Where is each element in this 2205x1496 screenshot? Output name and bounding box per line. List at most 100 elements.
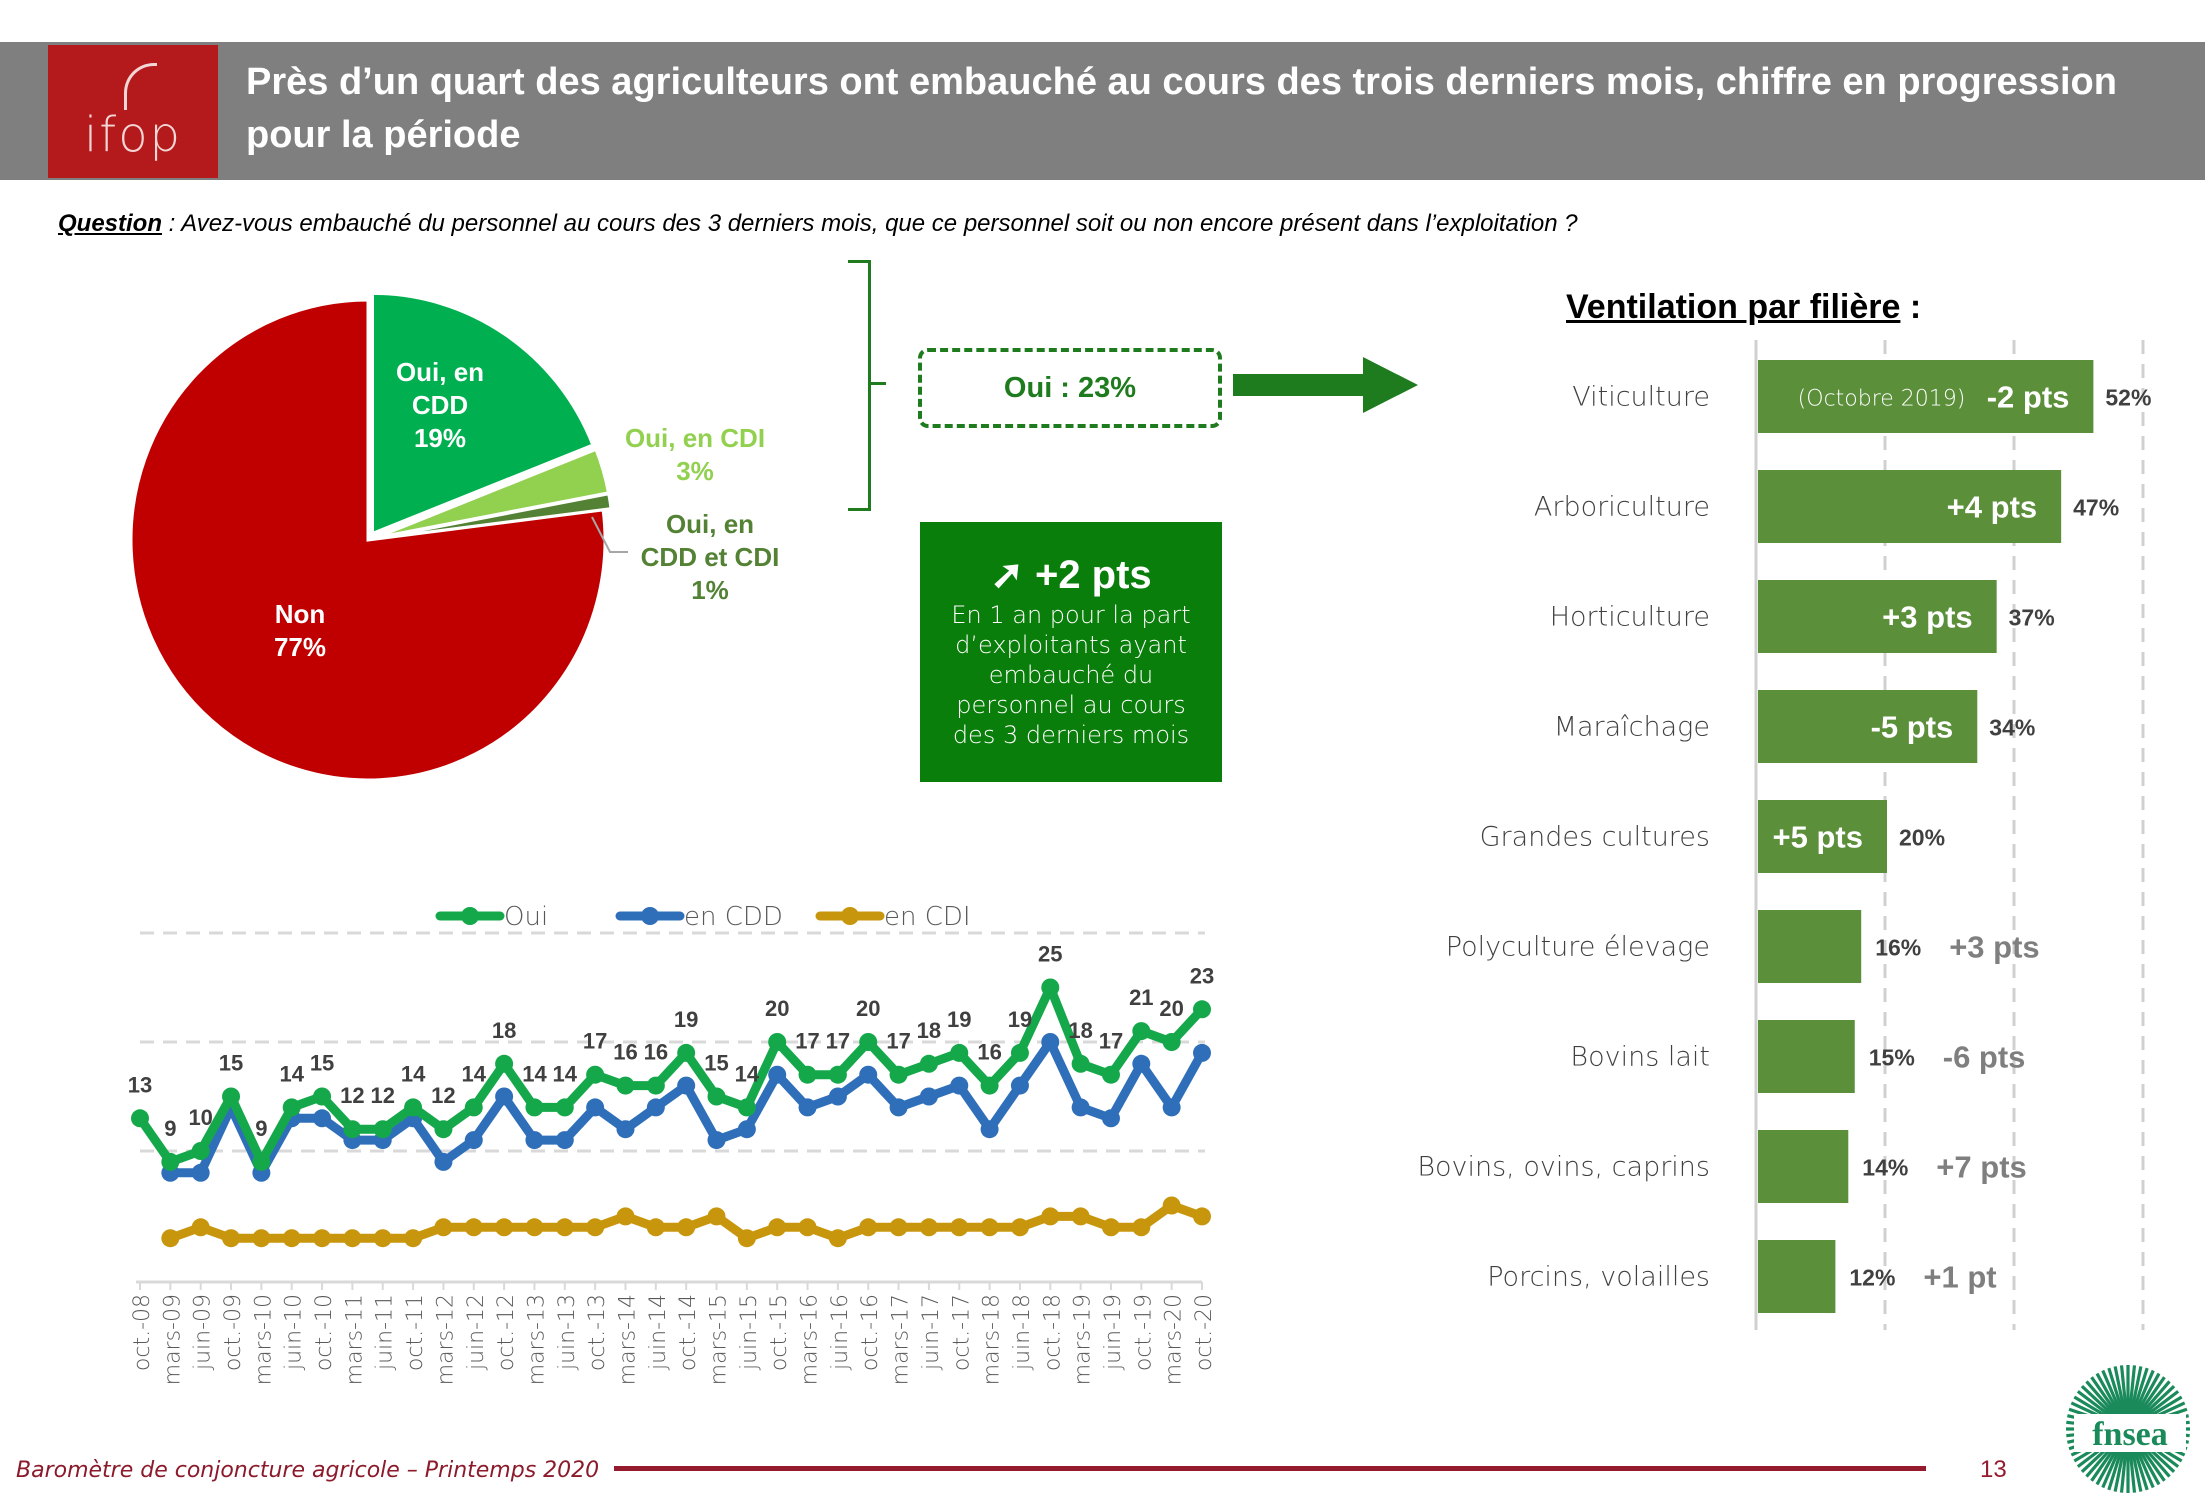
pie-label: Non 77%	[230, 598, 370, 664]
data-label: 15	[704, 1051, 728, 1076]
bar-value-label: 15%	[1869, 1045, 1915, 1071]
data-point	[737, 1229, 756, 1248]
data-point	[313, 1229, 332, 1248]
bar-value-label: 52%	[2105, 385, 2151, 411]
fnsea-text-bg	[2074, 1414, 2186, 1452]
data-label: 15	[310, 1051, 334, 1076]
bar	[1758, 360, 2094, 433]
bar	[1758, 690, 1978, 763]
data-label: 16	[977, 1040, 1001, 1065]
data-point	[889, 1218, 908, 1237]
data-point	[859, 1033, 878, 1051]
data-point	[191, 1142, 210, 1160]
data-label: 25	[1038, 942, 1062, 967]
data-point	[464, 1218, 483, 1237]
bar-value-label: 37%	[2009, 605, 2055, 631]
data-point	[434, 1152, 453, 1171]
pie-label-name: Oui, en CDD et CDI	[640, 509, 780, 572]
data-point	[980, 1218, 999, 1237]
data-point	[828, 1087, 847, 1106]
data-point	[495, 1087, 514, 1106]
bar-row: Viticulture 52% -2 pts (Octobre 2019)	[1572, 360, 2151, 433]
data-point	[889, 1065, 908, 1084]
bar	[1758, 800, 1887, 873]
data-label: 20	[856, 996, 880, 1021]
bar	[1758, 1130, 1849, 1203]
fnsea-ray	[2113, 1366, 2127, 1416]
data-label: 19	[674, 1007, 698, 1032]
bar-row: Bovins lait 15% -6 pts	[1570, 1020, 2025, 1093]
data-point	[525, 1131, 544, 1150]
x-tick-label: oct.-10	[312, 1294, 337, 1371]
bar-row: Arboriculture 47% +4 pts	[1534, 470, 2119, 543]
data-point	[1010, 1218, 1029, 1237]
data-point	[1162, 1033, 1181, 1051]
trend-value: +2 pts	[1034, 553, 1152, 597]
data-point	[555, 1098, 574, 1117]
x-tick-label: mars-09	[160, 1294, 185, 1385]
fnsea-ray	[2130, 1367, 2149, 1417]
bar-row: Porcins, volailles 12% +1 pt	[1487, 1240, 1997, 1313]
data-point	[161, 1229, 180, 1248]
x-tick-label: juin-17	[919, 1294, 944, 1371]
x-tick-label: juin-14	[646, 1294, 671, 1371]
data-point	[373, 1229, 392, 1248]
data-label: 15	[219, 1051, 243, 1076]
x-tick-label: oct.-17	[949, 1294, 974, 1371]
data-point	[616, 1076, 635, 1095]
data-point	[889, 1098, 908, 1117]
x-tick-label: mars-11	[342, 1294, 367, 1385]
data-point	[707, 1207, 726, 1226]
x-tick-label: juin-12	[464, 1294, 489, 1371]
data-point	[464, 1098, 483, 1117]
data-label: 9	[255, 1116, 267, 1141]
bar-change-note: (Octobre 2019)	[1798, 387, 1966, 412]
data-label: 14	[553, 1061, 578, 1086]
bar-category-label: Grandes cultures	[1480, 822, 1710, 853]
data-label: 13	[128, 1072, 152, 1097]
data-point	[1071, 1098, 1090, 1117]
fnsea-ray	[2136, 1380, 2171, 1420]
data-point	[555, 1218, 574, 1237]
data-point	[1010, 1043, 1029, 1062]
data-point	[859, 1065, 878, 1084]
bar-value-label: 14%	[1862, 1155, 1908, 1181]
data-label: 14	[401, 1061, 426, 1086]
data-point	[222, 1087, 241, 1106]
fnsea-logo-text: fnsea	[2092, 1416, 2168, 1453]
bar-row: Grandes cultures 20% +5 pts	[1480, 800, 1945, 873]
x-tick-label: juin-10	[282, 1294, 307, 1371]
bar-row: Bovins, ovins, caprins 14% +7 pts	[1420, 1130, 2027, 1203]
x-tick-label: oct.-12	[494, 1294, 519, 1371]
legend-item: Oui	[435, 902, 548, 932]
x-tick-label: oct.-13	[585, 1294, 610, 1371]
data-point	[282, 1098, 301, 1117]
page-title: Près d’un quart des agriculteurs ont emb…	[246, 61, 2117, 156]
ventilation-title: Ventilation par filière :	[1566, 288, 1921, 327]
data-label: 17	[1099, 1029, 1123, 1054]
data-label: 14	[735, 1061, 760, 1086]
bracket	[848, 260, 871, 511]
bar	[1758, 1020, 1855, 1093]
legend-marker	[461, 907, 479, 925]
data-point	[798, 1218, 817, 1237]
data-point	[828, 1229, 847, 1248]
bar-category-label: Maraîchage	[1554, 712, 1710, 743]
trend-text: En 1 an pour la part d’exploitants ayant…	[951, 601, 1191, 749]
data-point	[828, 1065, 847, 1084]
pie-chart-svg	[129, 291, 628, 782]
data-point	[1132, 1022, 1151, 1041]
bar-value-label: 12%	[1849, 1265, 1895, 1291]
data-point	[737, 1098, 756, 1117]
data-label: 10	[188, 1105, 212, 1130]
bar-change-label: +7 pts	[1936, 1150, 2026, 1185]
data-point	[586, 1218, 605, 1237]
bar-category-label: Horticulture	[1550, 602, 1710, 633]
x-tick-label: oct.-19	[1131, 1294, 1156, 1371]
data-label: 14	[522, 1061, 547, 1086]
x-tick-label: oct.-09	[221, 1294, 246, 1371]
pie-label: Oui, en CDI 3%	[590, 422, 800, 488]
data-label: 18	[917, 1018, 941, 1043]
pie-leader-line	[591, 516, 628, 553]
